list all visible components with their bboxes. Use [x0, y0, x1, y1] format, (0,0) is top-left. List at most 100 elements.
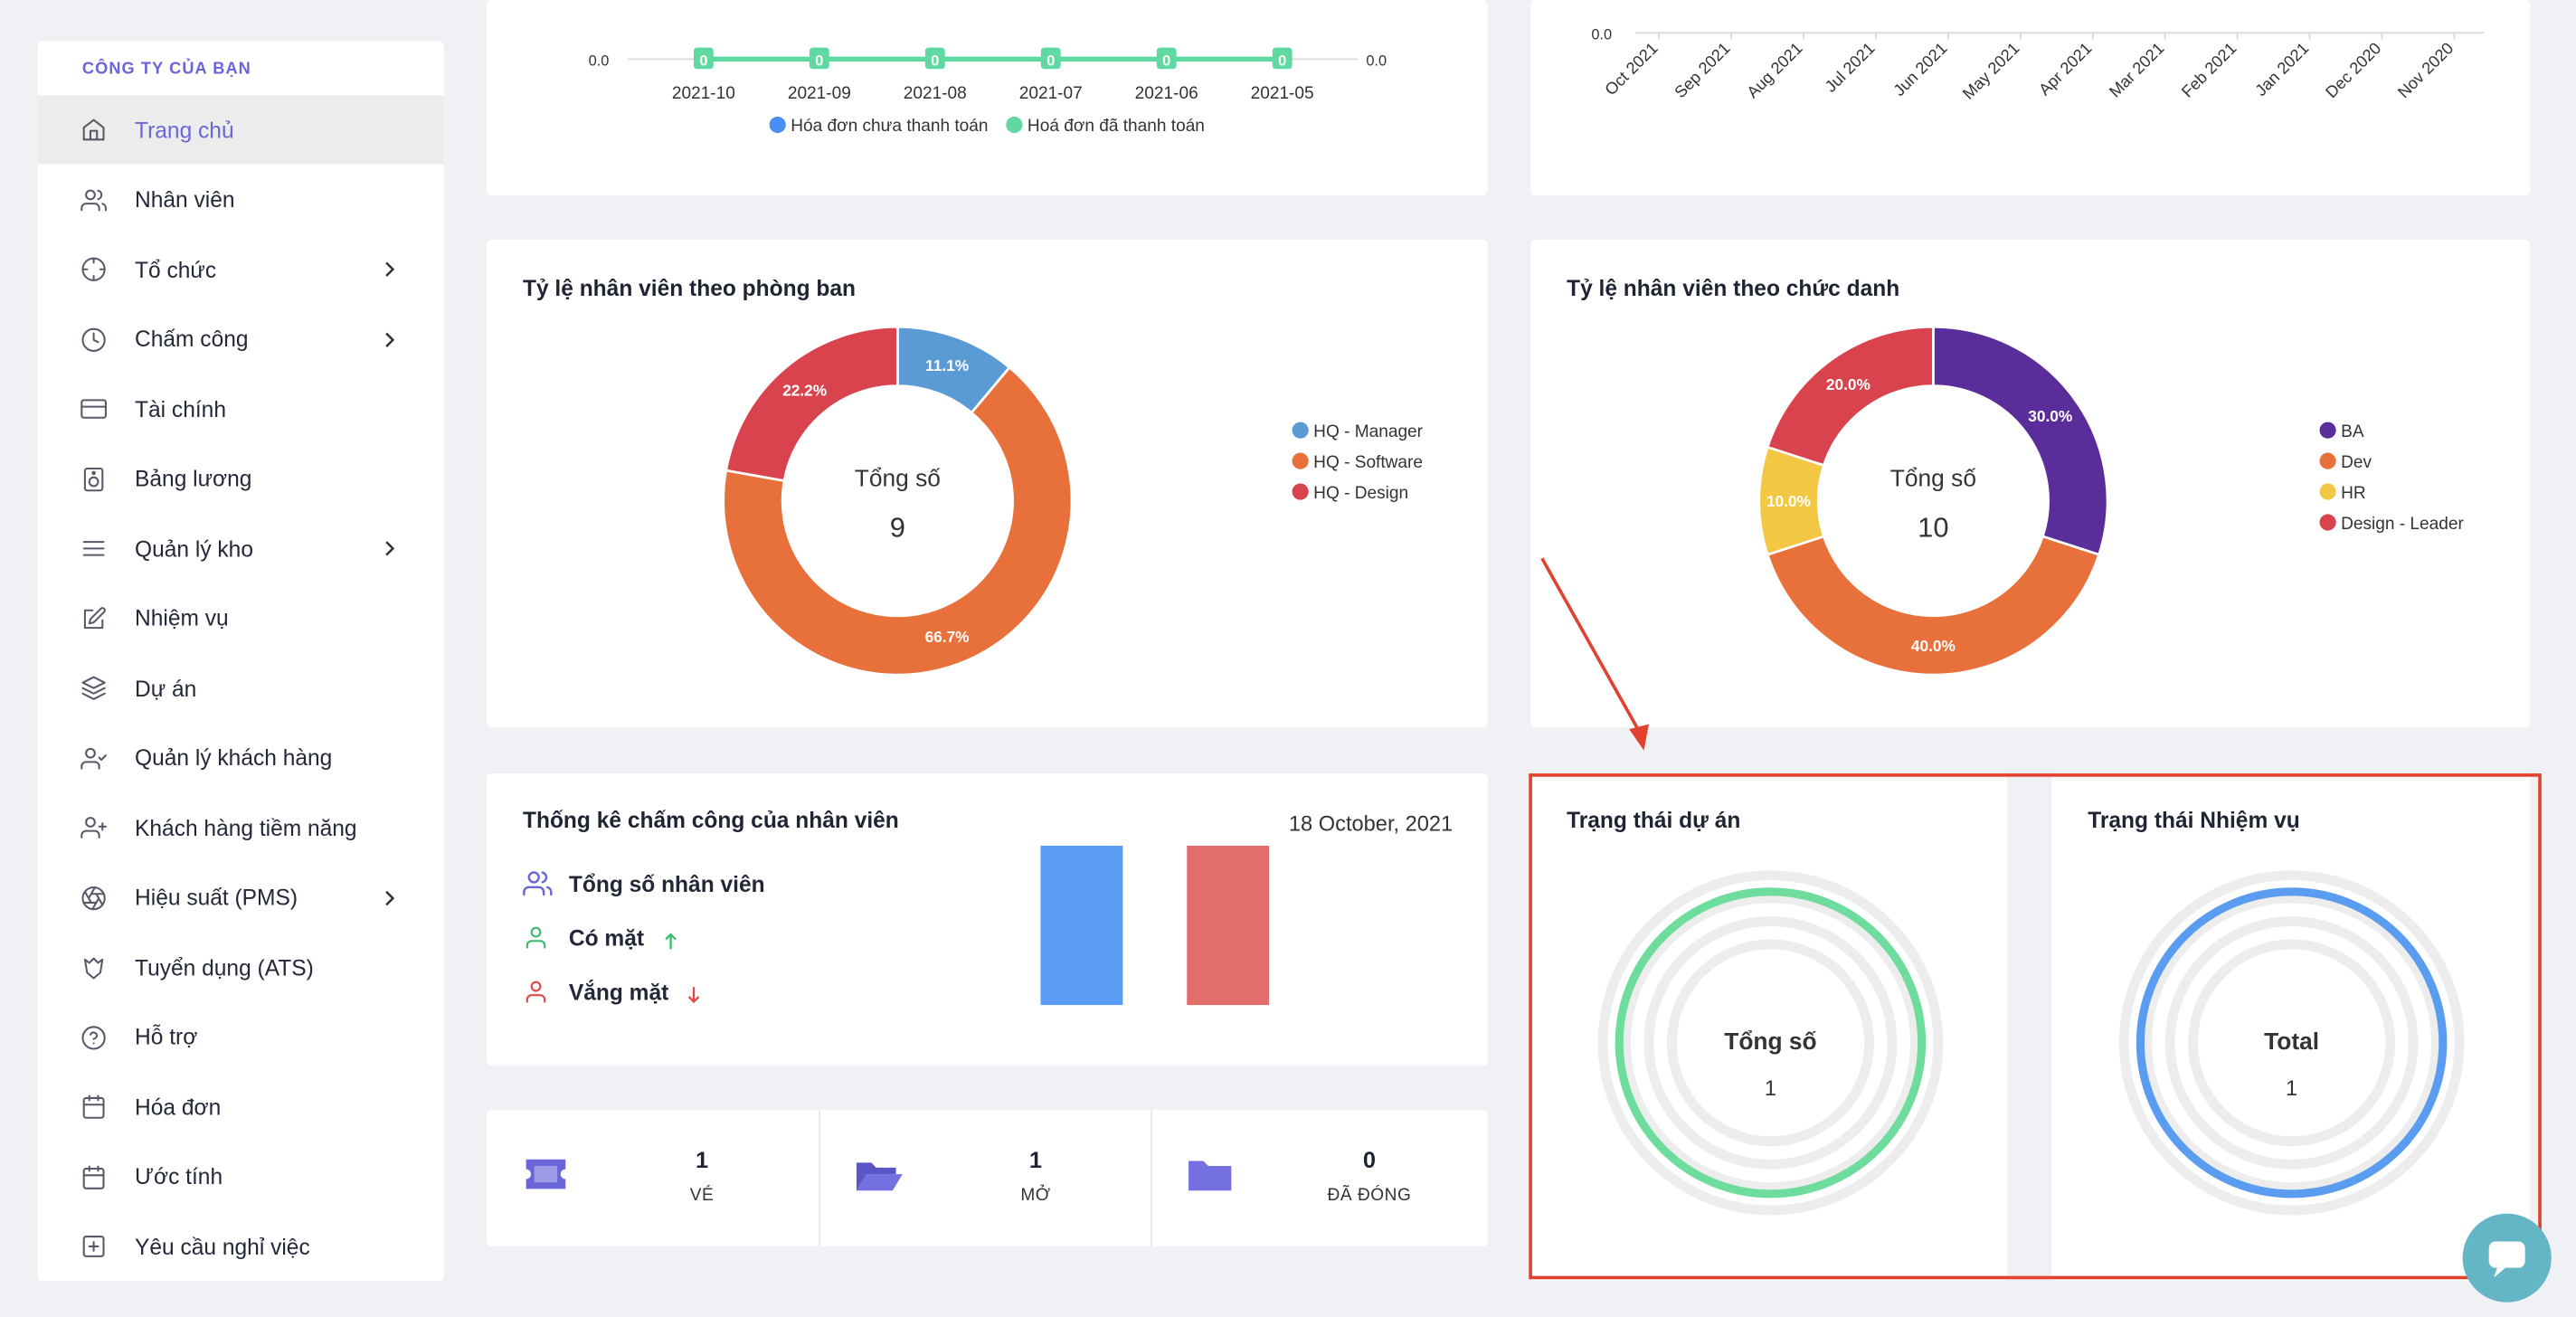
x-tick-label: 2021-10 — [672, 84, 735, 103]
x-tick-label: Dec 2020 — [2322, 39, 2384, 101]
sidebar-item-label: Tài chính — [135, 396, 226, 422]
layers-icon — [81, 676, 106, 700]
x-tick-label: Feb 2021 — [2178, 39, 2240, 100]
sidebar-item[interactable]: Khách hàng tiềm năng — [38, 793, 444, 862]
calendar-icon — [82, 1094, 105, 1119]
sidebar-item[interactable]: Tuyển dụng (ATS) — [38, 933, 444, 1001]
clock-icon — [81, 327, 106, 352]
donut-slice — [1932, 325, 2109, 556]
absent-label: Vắng mặt — [568, 980, 669, 1006]
tickets-card: 1 VÉ 1 MỞ 0 ĐÃ ĐÓNG — [486, 1110, 1488, 1246]
sidebar-item-label: Quản lý kho — [135, 535, 253, 561]
position-chart-card: Tỷ lệ nhân viên theo chức danh 30.0% 40.0… — [1530, 240, 2531, 728]
data-label: 0 — [1046, 53, 1055, 70]
donut-slice — [1766, 535, 2101, 677]
invoice-chart-card: 0.0 0.0 0 2021-10 0 2021-09 0 2021-08 0 2021-07 0 2… — [486, 0, 1488, 196]
x-tick-label: Sep 2021 — [1671, 39, 1733, 101]
ring-center-value: 1 — [2286, 1077, 2297, 1101]
arrow-down-icon — [687, 987, 700, 1004]
data-point — [809, 47, 829, 70]
x-tick-label: Nov 2020 — [2394, 39, 2457, 101]
ticket-icon — [526, 1159, 566, 1189]
menu-icon — [82, 541, 105, 556]
chat-button[interactable] — [2462, 1213, 2552, 1303]
ring-track — [2188, 939, 2396, 1147]
folder-open-icon — [856, 1162, 903, 1191]
data-label: 0 — [1162, 53, 1170, 70]
donut-slice — [1766, 325, 1935, 468]
absent-bar — [1187, 845, 1270, 1006]
total-employees-label: Tổng số nhân viên — [568, 872, 765, 897]
donut-slice — [722, 365, 1074, 677]
ring-track — [2142, 893, 2441, 1193]
ring-center-label: Tổng số — [1724, 1028, 1816, 1055]
project-status-title: Trạng thái dự án — [1567, 808, 1741, 833]
sidebar-item[interactable]: Tổ chức — [38, 235, 444, 304]
annotation-arrow — [1540, 557, 1649, 751]
sidebar-item-label: Tổ chức — [135, 257, 217, 282]
data-point — [1040, 47, 1061, 70]
donut-center-label: Tổng số — [855, 464, 942, 491]
invoice-chart: 0.0 0.0 0 2021-10 0 2021-09 0 2021-08 0 2021-07 0 2… — [589, 47, 1387, 136]
sidebar-item-label: Nhiệm vụ — [135, 605, 229, 631]
legend-label: BA — [2341, 422, 2364, 441]
ring-center-value: 1 — [1765, 1077, 1776, 1101]
hexagon-icon — [83, 957, 104, 980]
donut-center-value: 9 — [890, 512, 905, 544]
ring-track — [1666, 939, 1874, 1147]
legend-label: HQ - Manager — [1313, 422, 1423, 441]
legend-dot — [769, 116, 786, 134]
edit-icon — [83, 606, 106, 629]
sidebar-item-label: Nhân viên — [135, 186, 235, 213]
ring-track — [1621, 893, 1920, 1193]
sidebar-item[interactable]: Dự án — [38, 654, 444, 723]
sidebar-item[interactable]: Hỗ trợ — [38, 1002, 444, 1071]
sidebar-item-label: Hóa đơn — [135, 1094, 222, 1120]
open-count: 1 — [1028, 1146, 1043, 1173]
users-icon — [523, 871, 553, 896]
sidebar-item[interactable]: Tài chính — [38, 374, 444, 443]
sidebar-item[interactable]: Chấm công — [38, 305, 444, 374]
slice-label: 10.0% — [1766, 492, 1811, 510]
company-name: CÔNG TY CỦA BẠN — [81, 61, 251, 80]
sidebar-item[interactable]: Quản lý kho — [38, 514, 444, 583]
sidebar-item[interactable]: Yêu cầu nghỉ việc — [38, 1212, 444, 1281]
sidebar-item-label: Quản lý khách hàng — [135, 745, 333, 771]
help-circle-icon — [81, 1025, 106, 1049]
chevron-right-icon — [385, 541, 395, 556]
legend-dot — [2319, 422, 2336, 439]
sidebar-item-label: Hỗ trợ — [135, 1024, 198, 1050]
legend-label: HQ - Design — [1313, 484, 1408, 503]
donut-slice — [724, 325, 899, 483]
chat-icon — [2488, 1241, 2525, 1278]
sidebar-item[interactable]: Hóa đơn — [38, 1073, 444, 1142]
x-tick-label: Aug 2021 — [1743, 39, 1805, 101]
sidebar-item[interactable]: Nhiệm vụ — [38, 583, 444, 652]
sidebar-item[interactable]: Trang chủ — [37, 95, 444, 165]
sidebar-item[interactable]: Nhân viên — [38, 165, 444, 233]
legend-dot — [2319, 452, 2336, 469]
project-status-card: Trạng thái dự án Tổng số 1 — [1530, 773, 2008, 1282]
x-tick-label: 2021-09 — [788, 84, 851, 103]
ring-track — [1597, 870, 1944, 1216]
dept-donut-chart: 11.1% 66.7% 22.2% Tổng số 9 HQ - Manager HQ - … — [722, 325, 1424, 677]
sidebar-item[interactable]: Quản lý khách hàng — [38, 724, 444, 792]
donut-center-value: 10 — [1918, 512, 1948, 544]
data-label: 0 — [1278, 53, 1286, 70]
chevron-right-icon — [385, 890, 395, 905]
dept-chart-title: Tỷ lệ nhân viên theo phòng ban — [522, 276, 857, 301]
legend-dot — [2319, 514, 2336, 531]
sidebar-item[interactable]: Hiệu suất (PMS) — [38, 863, 444, 932]
closed-label: ĐÃ ĐÓNG — [1327, 1185, 1412, 1206]
data-point — [1156, 47, 1177, 70]
project-status-chart: Tổng số 1 — [1597, 870, 1944, 1216]
sidebar-item[interactable]: Ước tính — [38, 1142, 444, 1211]
arrow-up-icon — [665, 933, 677, 950]
ring-track — [2118, 870, 2465, 1216]
sidebar-item[interactable]: Bảng lương — [38, 444, 444, 513]
slice-label: 30.0% — [2028, 407, 2072, 425]
x-tick-label: 2021-05 — [1251, 84, 1314, 103]
legend-label: HR — [2341, 484, 2366, 503]
ring-track — [2164, 916, 2419, 1170]
divider — [1151, 1110, 1153, 1246]
